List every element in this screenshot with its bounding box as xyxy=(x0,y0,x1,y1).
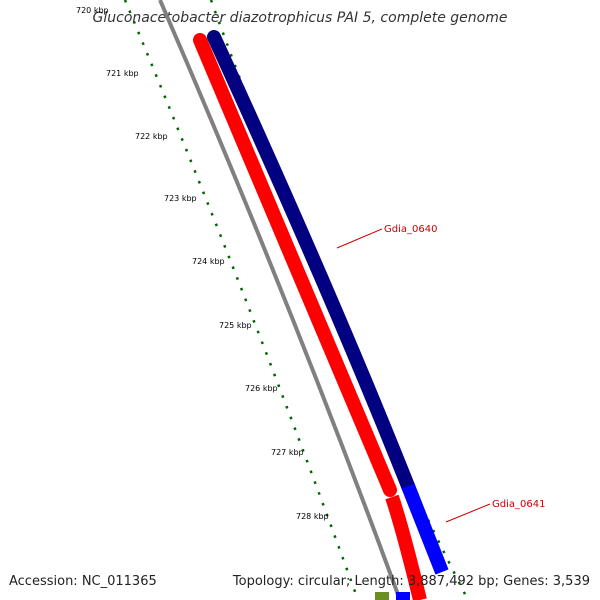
reverse-cds-2[interactable] xyxy=(385,494,427,600)
feature-blue-bottom[interactable] xyxy=(396,592,410,600)
tick-label-720: 720 kbp xyxy=(76,6,109,15)
tick-label-727: 727 kbp xyxy=(271,448,304,457)
label-leader-gdia-0641 xyxy=(445,503,491,523)
forward-cds-gdia-0641[interactable] xyxy=(401,483,449,575)
tick-label-726: 726 kbp xyxy=(245,384,278,393)
ruler-inner-dots xyxy=(123,0,360,600)
accession-text: Accession: NC_011365 xyxy=(9,574,157,589)
genome-summary-text: Topology: circular; Length: 3,887,492 bp… xyxy=(232,574,590,589)
tick-label-721: 721 kbp xyxy=(106,69,139,78)
backbone-line xyxy=(158,0,402,600)
ruler-outer-dots xyxy=(209,0,470,600)
forward-cds-gdia-0640[interactable] xyxy=(207,30,415,493)
tick-label-722: 722 kbp xyxy=(135,132,168,141)
feature-label-gdia-0641[interactable]: Gdia_0641 xyxy=(492,499,545,510)
map-title: Gluconacetobacter diazotrophicus PAI 5, … xyxy=(92,10,508,26)
reverse-cds-1[interactable] xyxy=(193,33,397,497)
feature-olive[interactable] xyxy=(375,592,389,600)
tick-label-723: 723 kbp xyxy=(164,194,197,203)
tick-label-724: 724 kbp xyxy=(192,257,225,266)
tick-label-725: 725 kbp xyxy=(219,321,252,330)
label-leader-gdia-0640 xyxy=(336,228,383,249)
tick-label-728: 728 kbp xyxy=(296,512,329,521)
feature-label-gdia-0640[interactable]: Gdia_0640 xyxy=(384,224,437,235)
